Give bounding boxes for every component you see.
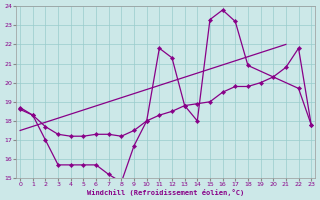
X-axis label: Windchill (Refroidissement éolien,°C): Windchill (Refroidissement éolien,°C) — [87, 189, 244, 196]
